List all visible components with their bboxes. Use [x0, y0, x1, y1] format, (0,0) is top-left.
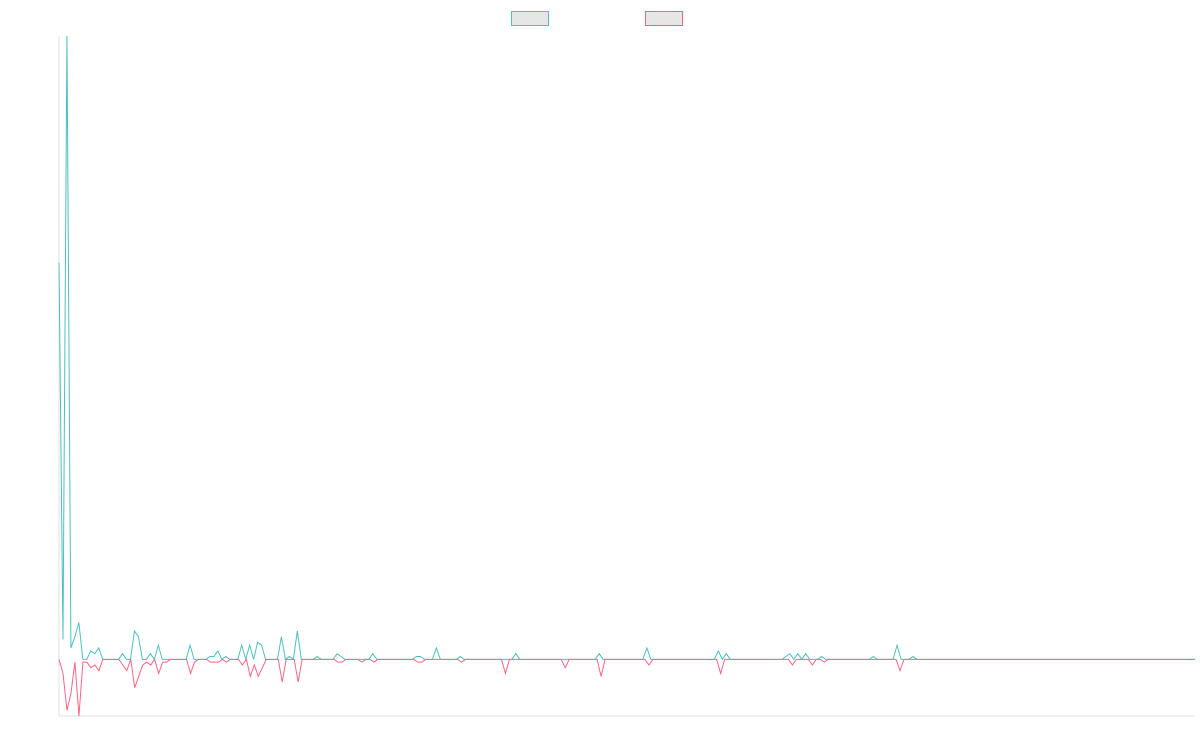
series-line-2 [58, 658, 1195, 717]
legend-item-series-2[interactable] [645, 9, 689, 27]
legend-swatch-series-2 [645, 10, 683, 26]
legend-swatch-series-1 [511, 10, 549, 26]
series-line-1 [58, 35, 1195, 662]
series-layer [58, 35, 1195, 717]
chart-legend [0, 8, 1200, 28]
legend-item-series-1[interactable] [511, 9, 555, 27]
